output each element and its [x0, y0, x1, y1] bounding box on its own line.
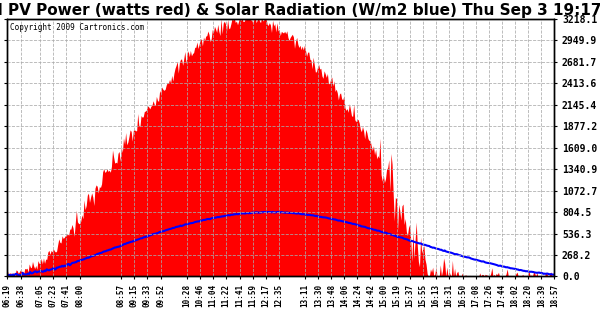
Title: Total PV Power (watts red) & Solar Radiation (W/m2 blue) Thu Sep 3 19:17: Total PV Power (watts red) & Solar Radia…	[0, 3, 600, 18]
Text: Copyright 2009 Cartronics.com: Copyright 2009 Cartronics.com	[10, 23, 144, 32]
